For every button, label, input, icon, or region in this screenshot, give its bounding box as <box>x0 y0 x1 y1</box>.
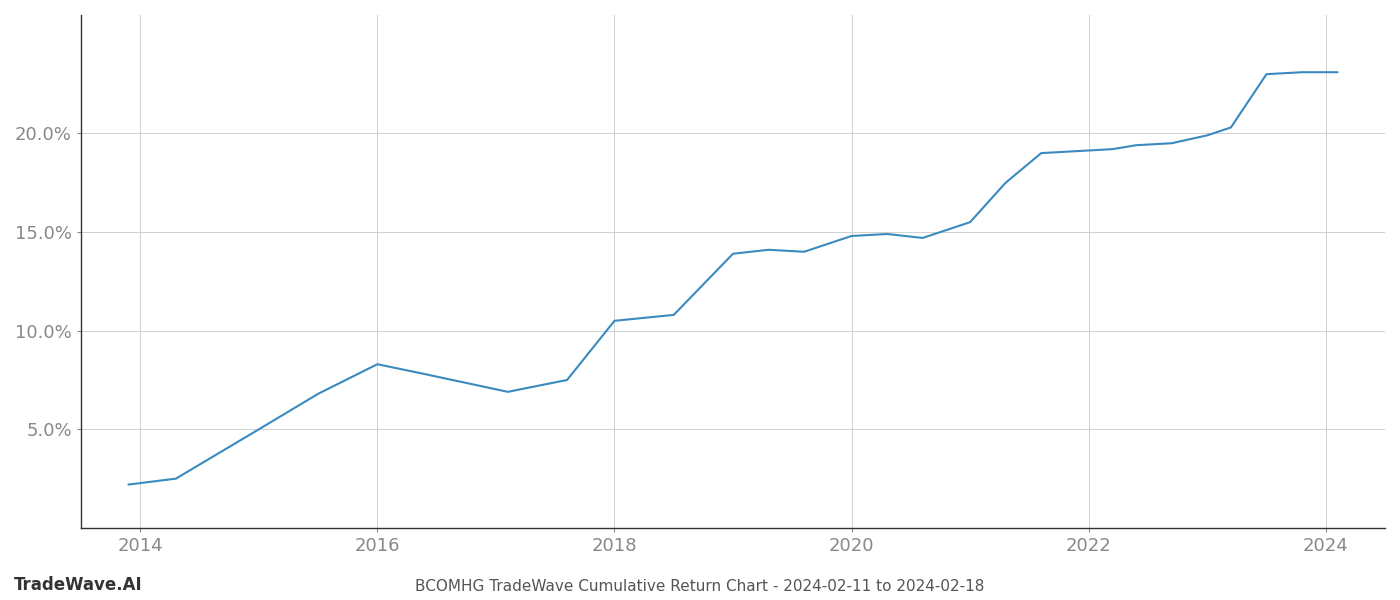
Text: TradeWave.AI: TradeWave.AI <box>14 576 143 594</box>
Text: BCOMHG TradeWave Cumulative Return Chart - 2024-02-11 to 2024-02-18: BCOMHG TradeWave Cumulative Return Chart… <box>416 579 984 594</box>
